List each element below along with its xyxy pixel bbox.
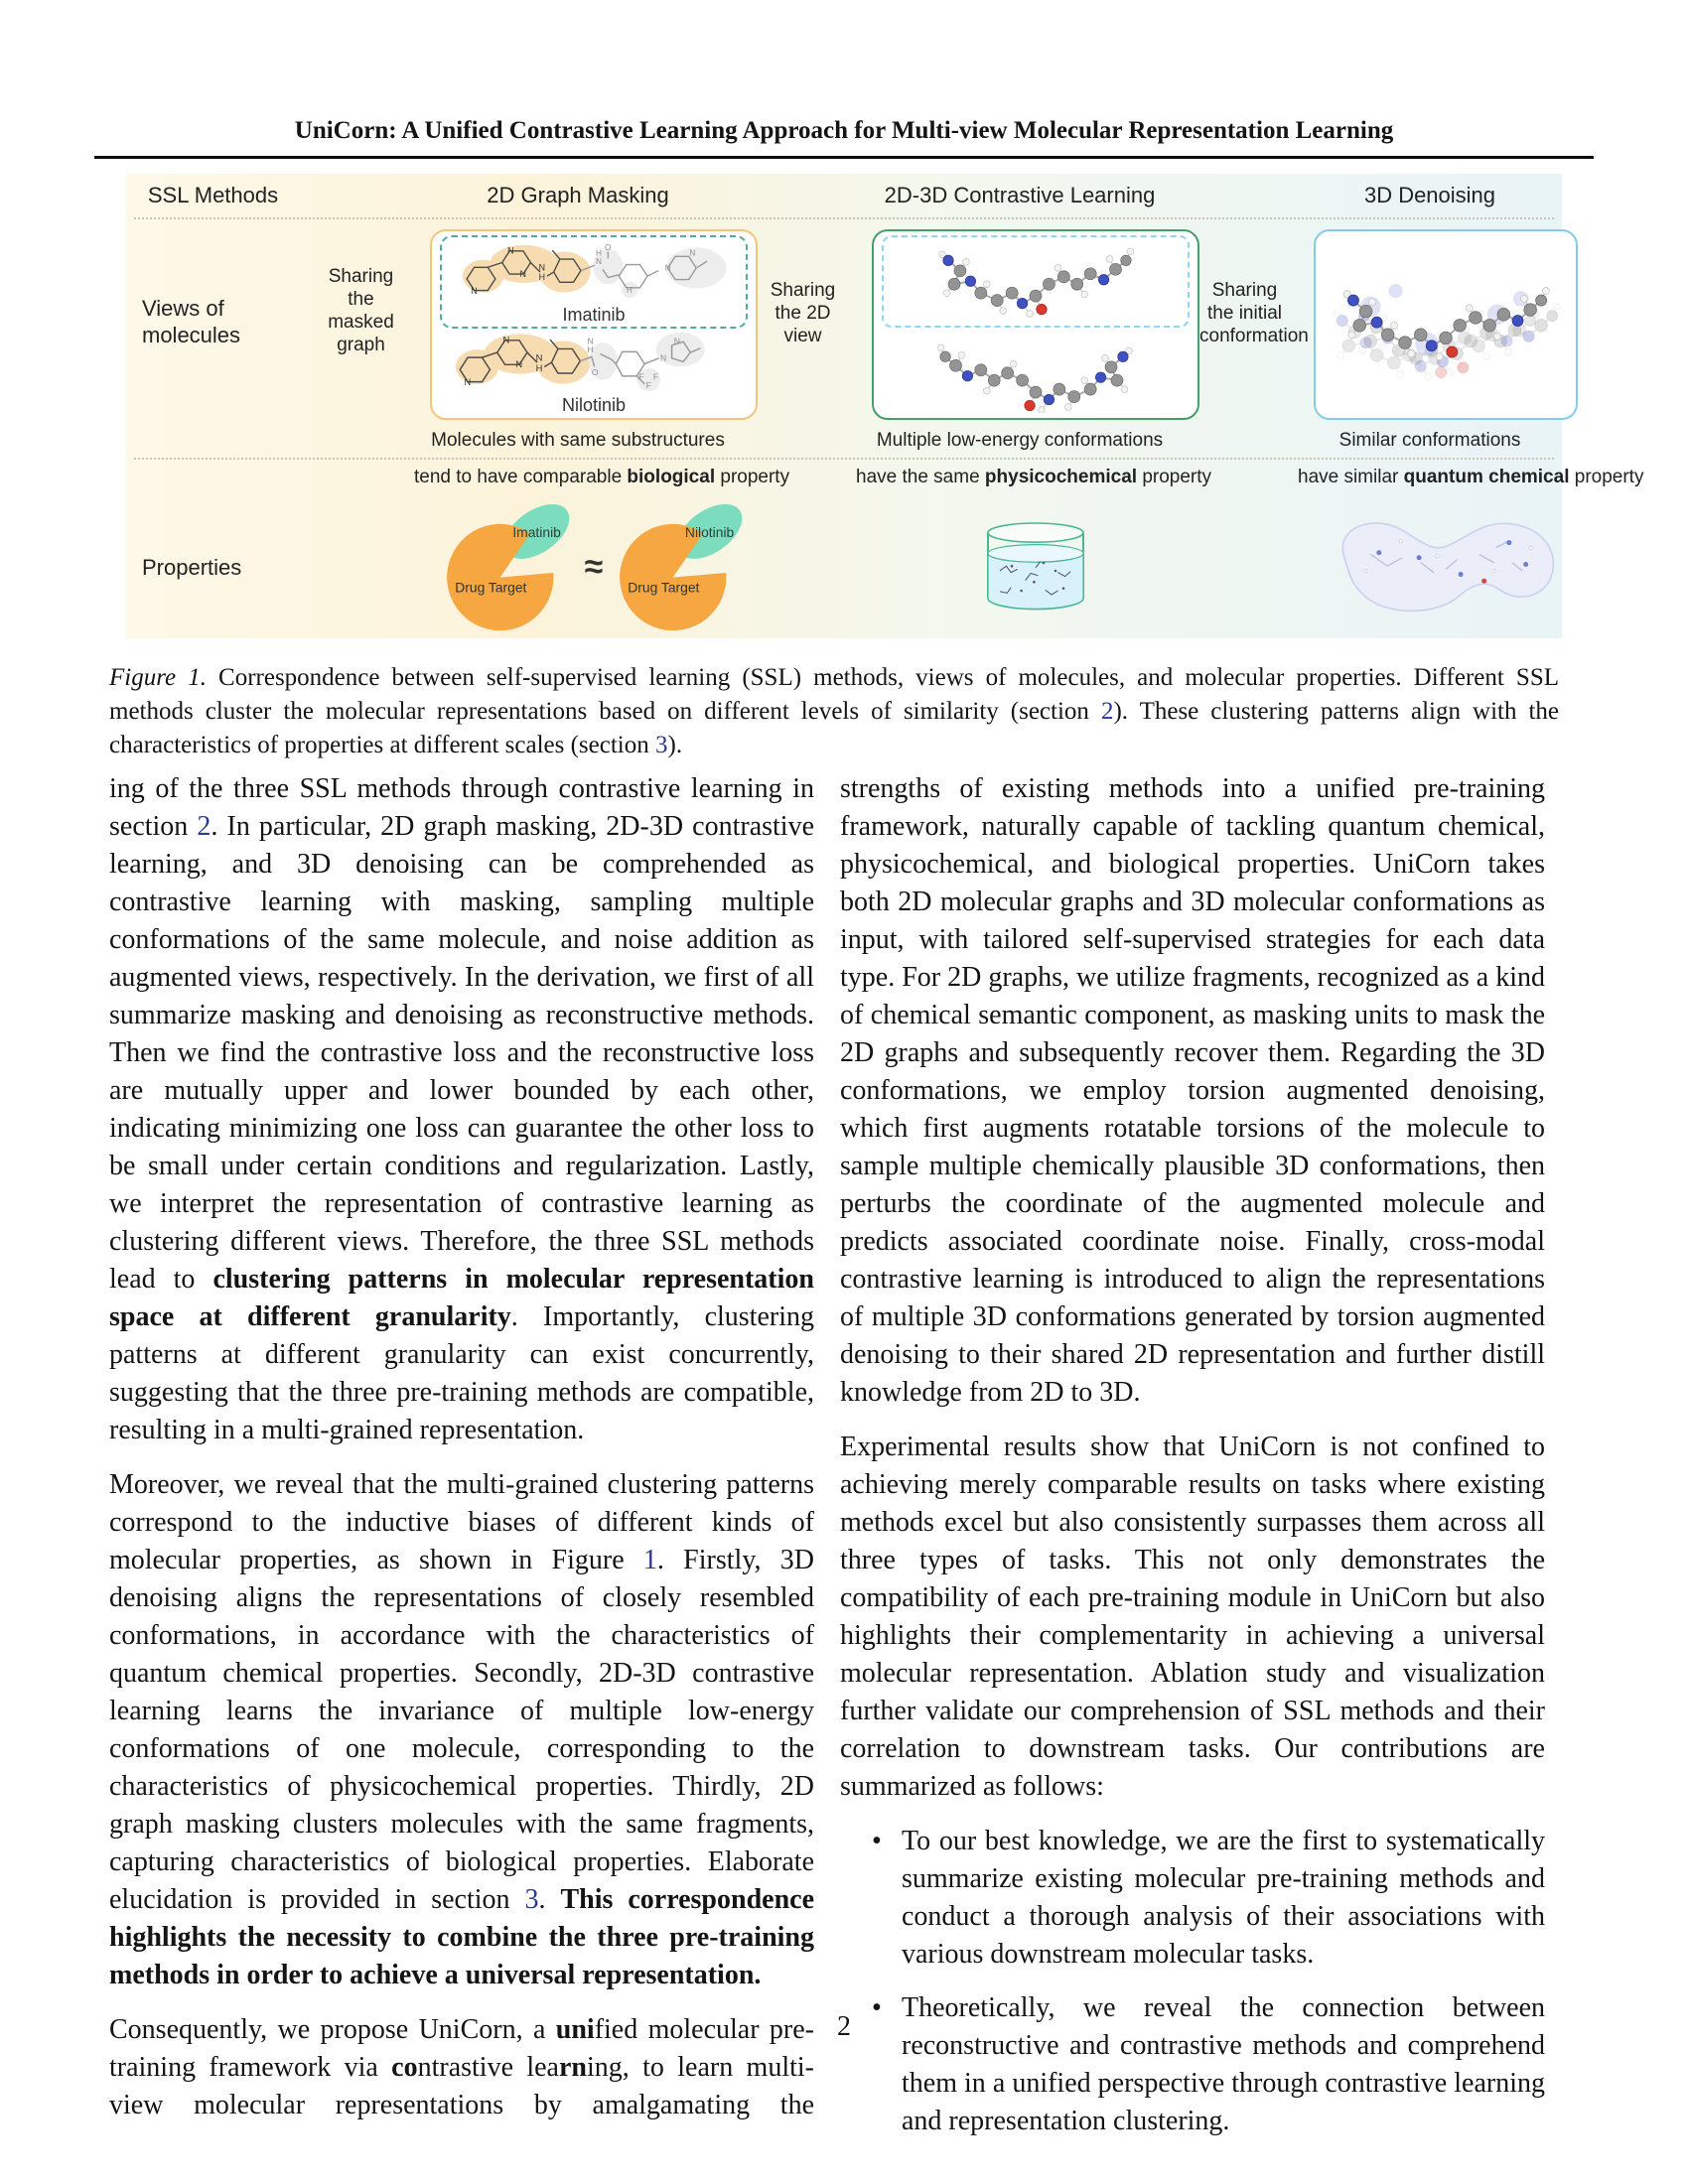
bullet-item: • To our best knowledge, we are the firs…: [840, 1823, 1545, 1974]
svg-text:N: N: [665, 263, 671, 272]
caption-same-substructures: Molecules with same substructures: [431, 430, 725, 451]
property-statement-physicochemical: have the same physicochemical property: [856, 467, 1212, 487]
body-columns: ing of the three SSL methods through con…: [109, 770, 1545, 2156]
svg-text:Drug Target: Drug Target: [629, 579, 700, 595]
svg-text:N: N: [519, 268, 525, 278]
caption-low-energy-conformations: Multiple low-energy conformations: [876, 430, 1164, 451]
paragraph: Experimental results show that UniCorn i…: [840, 1432, 1545, 1802]
svg-text:N: N: [660, 352, 666, 362]
svg-text:N: N: [536, 352, 543, 362]
svg-text:H: H: [588, 344, 594, 354]
svg-text:O: O: [605, 243, 611, 252]
svg-text:N: N: [596, 256, 602, 265]
imatinib-2d-structure-icon: NNN NH NH OH NN: [463, 243, 727, 298]
svg-text:N: N: [507, 245, 513, 255]
bullet-text: To our best knowledge, we are the first …: [902, 1826, 1545, 1970]
title-rule: [94, 156, 1594, 159]
svg-text:N: N: [471, 285, 477, 295]
section-ref-link[interactable]: 1: [642, 1545, 657, 1575]
paper-title: UniCorn: A Unified Contrastive Learning …: [294, 117, 1394, 144]
fig-row-label-views: Views of molecules: [142, 296, 241, 347]
bullet-item: • Theoretically, we reveal the connectio…: [840, 1989, 1545, 2140]
svg-text:N: N: [674, 336, 680, 345]
svg-text:Drug Target: Drug Target: [455, 579, 526, 595]
svg-text:H: H: [536, 362, 543, 372]
dotted-divider: [134, 458, 1554, 460]
property-statement-biological: tend to have comparable biological prope…: [414, 467, 790, 487]
fig-header-2d-graph-masking: 2D Graph Masking: [487, 183, 669, 207]
fig-header-ssl-methods: SSL Methods: [147, 183, 279, 207]
svg-text:F: F: [638, 371, 643, 381]
conformer-dashed-box: [882, 235, 1190, 328]
dotted-divider: [134, 217, 1554, 219]
denoising-box: [1314, 228, 1578, 420]
property-statement-quantum: have similar quantum chemical property: [1298, 467, 1644, 487]
paragraph: Consequently, we propose UniCorn, a unif…: [109, 2014, 814, 2120]
imatinib-label: Imatinib: [562, 304, 626, 325]
section-ref-link[interactable]: 3: [655, 732, 668, 758]
arrow-label-masked-graph: Sharing the masked graph: [328, 265, 394, 355]
svg-text:Imatinib: Imatinib: [512, 523, 561, 539]
svg-text:H: H: [627, 286, 633, 295]
paragraph: Moreover, we reveal that the multi-grain…: [109, 1469, 815, 1990]
page-number: 2: [837, 2011, 851, 2042]
svg-text:F: F: [653, 371, 658, 381]
arrow-label-2d-view: Sharing the 2D view: [770, 280, 836, 347]
approx-symbol: ≈: [584, 547, 604, 586]
paragraph: ing of the three SSL methods through con…: [109, 773, 814, 1445]
svg-text:F: F: [646, 380, 651, 390]
drug-target-imatinib-icon: Imatinib Drug Target: [446, 503, 569, 630]
nilotinib-2d-structure-icon: NNN NH HN O NN F FF: [455, 332, 705, 391]
bullet-marker: •: [872, 1992, 882, 2023]
fig-header-2d3d-contrastive: 2D-3D Contrastive Learning: [884, 183, 1156, 207]
svg-text:H: H: [596, 248, 602, 257]
section-ref-link[interactable]: 2: [197, 811, 211, 842]
svg-text:N: N: [465, 377, 472, 387]
molecular-surface-icon: [1341, 522, 1555, 613]
body-column-right: strengths of existing methods into a uni…: [840, 770, 1545, 2156]
svg-text:N: N: [588, 336, 594, 345]
conformer-3d-structure-icon: [937, 247, 1135, 319]
svg-text:O: O: [592, 367, 599, 377]
svg-text:H: H: [539, 272, 545, 282]
bullet-marker: •: [872, 1826, 882, 1856]
svg-text:Nilotinib: Nilotinib: [685, 523, 735, 539]
overlaid-conformations-icon: [1332, 283, 1562, 381]
contrastive-box: [872, 228, 1199, 420]
figure-caption: Figure 1. Correspondence between self-su…: [109, 664, 1560, 758]
bullet-text: Theoretically, we reveal the connection …: [902, 1992, 1545, 2136]
beaker-icon: [987, 522, 1084, 611]
section-ref-link[interactable]: 3: [524, 1884, 539, 1915]
fig-header-3d-denoising: 3D Denoising: [1363, 183, 1496, 207]
svg-text:N: N: [689, 248, 695, 257]
svg-text:N: N: [539, 262, 545, 272]
arrow-label-initial-conformation: Sharing the initial conformation: [1199, 280, 1309, 347]
svg-text:N: N: [515, 359, 522, 369]
figure-1-banner: SSL Methods 2D Graph Masking 2D-3D Contr…: [126, 174, 1644, 638]
paragraph: strengths of existing methods into a uni…: [840, 773, 1545, 1408]
body-column-left: ing of the three SSL methods through con…: [109, 770, 814, 2156]
conformer-3d-structure-2-icon: [936, 343, 1134, 413]
fig-row-label-properties: Properties: [142, 554, 242, 580]
section-ref-link[interactable]: 2: [1100, 698, 1114, 725]
drug-target-nilotinib-icon: Nilotinib Drug Target: [620, 503, 743, 630]
svg-text:N: N: [502, 335, 509, 344]
nilotinib-label: Nilotinib: [561, 394, 627, 415]
caption-similar-conformations: Similar conformations: [1338, 430, 1521, 451]
